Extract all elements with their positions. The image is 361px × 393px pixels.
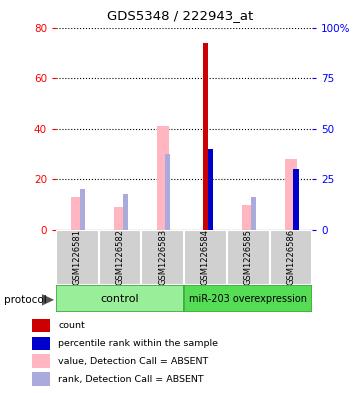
Text: GSM1226584: GSM1226584 bbox=[201, 230, 210, 285]
Bar bbox=[242, 205, 254, 230]
Bar bbox=[71, 197, 83, 230]
Text: GSM1226585: GSM1226585 bbox=[244, 230, 253, 285]
Bar bbox=[285, 159, 297, 230]
Bar bbox=[123, 195, 128, 230]
Bar bbox=[80, 189, 85, 230]
Text: percentile rank within the sample: percentile rank within the sample bbox=[58, 339, 218, 348]
Bar bbox=[56, 230, 99, 285]
Text: GSM1226583: GSM1226583 bbox=[158, 230, 167, 285]
Text: GSM1226586: GSM1226586 bbox=[286, 230, 295, 285]
Text: value, Detection Call = ABSENT: value, Detection Call = ABSENT bbox=[58, 357, 208, 365]
Bar bbox=[56, 285, 184, 312]
Bar bbox=[157, 126, 169, 230]
Bar bbox=[293, 169, 299, 230]
Bar bbox=[32, 373, 50, 386]
Text: miR-203 overexpression: miR-203 overexpression bbox=[189, 294, 307, 304]
Polygon shape bbox=[42, 294, 54, 306]
Bar bbox=[142, 230, 184, 285]
Bar bbox=[208, 149, 213, 230]
Bar bbox=[203, 43, 208, 230]
Bar bbox=[32, 319, 50, 332]
Bar bbox=[184, 230, 227, 285]
Bar bbox=[251, 197, 256, 230]
Bar bbox=[165, 154, 170, 230]
Text: rank, Detection Call = ABSENT: rank, Detection Call = ABSENT bbox=[58, 375, 204, 384]
Bar bbox=[227, 230, 270, 285]
Text: GSM1226582: GSM1226582 bbox=[116, 230, 125, 285]
Text: count: count bbox=[58, 321, 85, 330]
Bar bbox=[32, 354, 50, 368]
Bar bbox=[99, 230, 142, 285]
Text: GSM1226581: GSM1226581 bbox=[73, 230, 82, 285]
Text: control: control bbox=[101, 294, 139, 304]
Text: protocol: protocol bbox=[4, 295, 46, 305]
Text: GDS5348 / 222943_at: GDS5348 / 222943_at bbox=[107, 9, 254, 22]
Bar bbox=[114, 207, 126, 230]
Bar bbox=[32, 336, 50, 350]
Bar bbox=[184, 285, 312, 312]
Bar bbox=[270, 230, 312, 285]
